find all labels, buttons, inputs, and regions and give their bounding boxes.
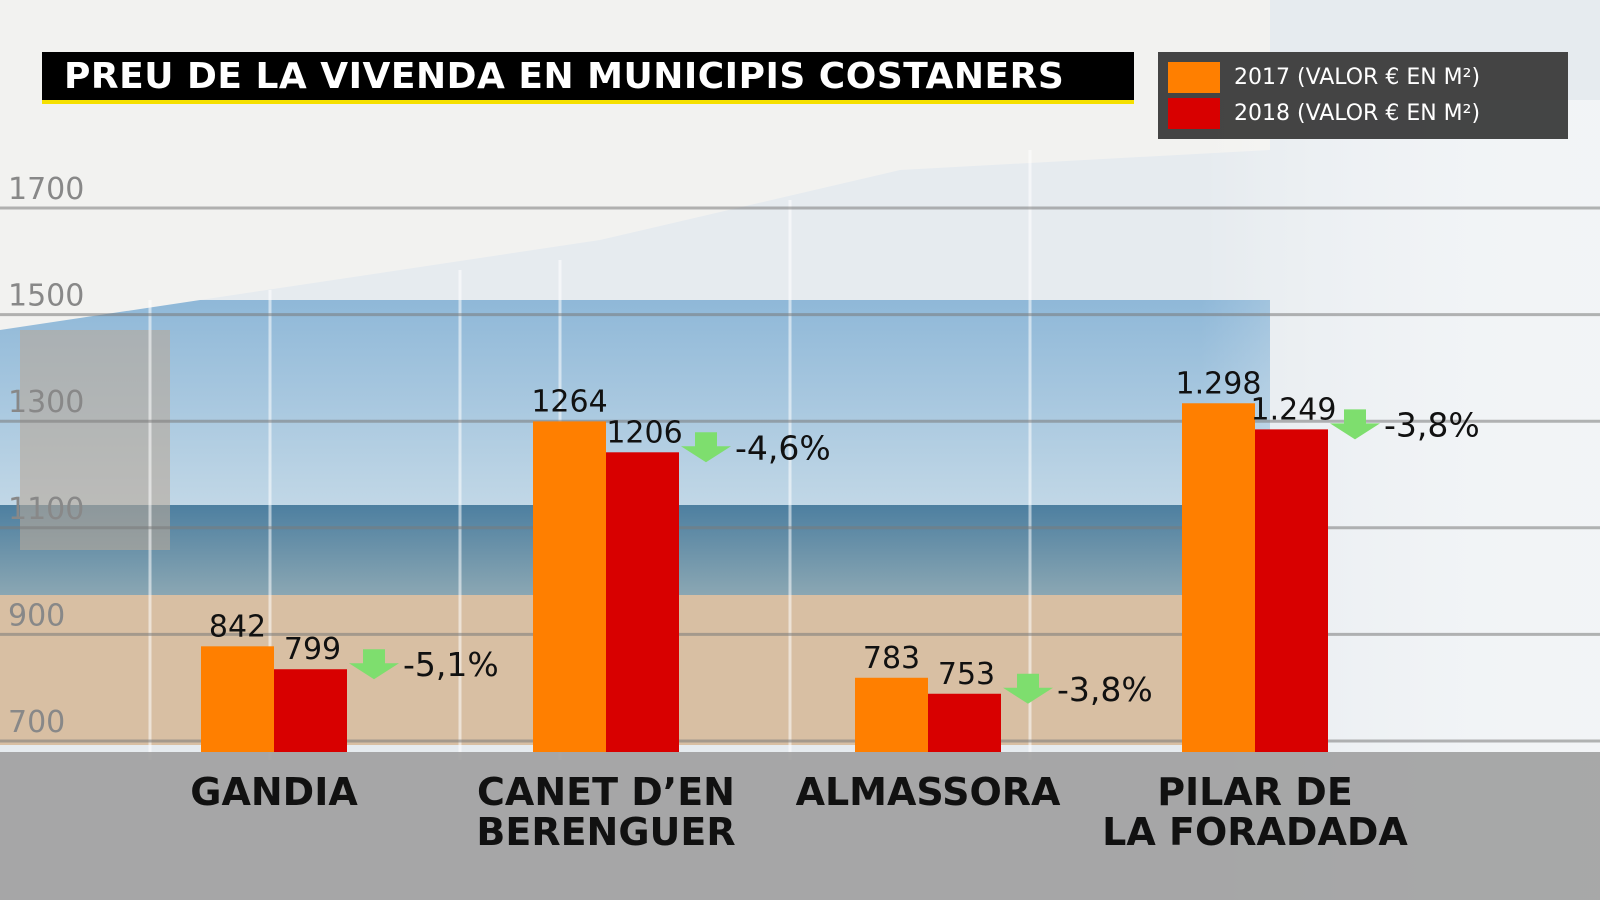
bar-cat4-s2 xyxy=(1255,429,1328,752)
bars xyxy=(201,403,1328,752)
y-tick-1300: 1300 xyxy=(8,385,84,420)
y-tick-1100: 1100 xyxy=(8,492,84,527)
y-axis-ticks: 700 900 1100 1300 1500 1700 xyxy=(8,172,84,740)
bar-cat3-s1 xyxy=(855,677,928,752)
down-arrow-icon xyxy=(1330,409,1380,440)
x-label-cat2-line2: BERENGUER xyxy=(476,810,735,854)
value-label-cat4-s1: 1.298 xyxy=(1176,366,1262,401)
change-label-cat2: -4,6% xyxy=(735,428,831,467)
bar-cat2-s2 xyxy=(606,452,679,752)
x-label-cat2-line1: CANET D’EN xyxy=(477,770,735,814)
change-indicators: -5,1% -4,6% -3,8% -3,8% xyxy=(349,405,1480,709)
legend-swatch-2018 xyxy=(1168,97,1220,129)
bar-cat1-s1 xyxy=(201,646,274,752)
legend-swatch-2017 xyxy=(1168,61,1220,93)
change-label-cat4: -3,8% xyxy=(1384,405,1480,444)
bar-cat2-s1 xyxy=(533,421,606,752)
chart-title: PREU DE LA VIVENDA EN MUNICIPIS COSTANER… xyxy=(64,55,1065,97)
x-label-cat4-line1: PILAR DE xyxy=(1157,770,1353,814)
change-label-cat1: -5,1% xyxy=(403,645,499,684)
legend-item-2017: 2017 (VALOR € EN M²) xyxy=(1168,59,1558,95)
legend: 2017 (VALOR € EN M²) 2018 (VALOR € EN M²… xyxy=(1158,52,1568,139)
value-label-cat2-s2: 1206 xyxy=(606,415,682,450)
x-label-cat3-line1: ALMASSORA xyxy=(796,770,1061,814)
legend-label-2018: 2018 (VALOR € EN M²) xyxy=(1234,100,1481,126)
down-arrow-icon xyxy=(1003,673,1053,704)
legend-label-2017: 2017 (VALOR € EN M²) xyxy=(1234,64,1481,90)
value-label-cat1-s1: 842 xyxy=(209,609,266,644)
value-label-cat4-s2: 1.249 xyxy=(1251,392,1337,427)
legend-item-2018: 2018 (VALOR € EN M²) xyxy=(1168,95,1558,131)
value-label-cat3-s2: 753 xyxy=(938,657,995,692)
y-tick-700: 700 xyxy=(8,705,65,740)
value-label-cat1-s2: 799 xyxy=(284,632,341,667)
y-tick-900: 900 xyxy=(8,598,65,633)
chart-title-box: PREU DE LA VIVENDA EN MUNICIPIS COSTANER… xyxy=(42,52,1134,104)
bar-cat1-s2 xyxy=(274,669,347,752)
x-label-cat1-line1: GANDIA xyxy=(190,770,358,814)
value-label-cat3-s1: 783 xyxy=(863,641,920,676)
down-arrow-icon xyxy=(349,649,399,680)
bar-cat3-s2 xyxy=(928,693,1001,752)
x-label-cat4-line2: LA FORADADA xyxy=(1102,810,1408,854)
y-tick-1500: 1500 xyxy=(8,279,84,314)
value-label-cat2-s1: 1264 xyxy=(531,384,607,419)
change-label-cat3: -3,8% xyxy=(1057,670,1153,709)
bar-cat4-s1 xyxy=(1182,403,1255,752)
y-tick-1700: 1700 xyxy=(8,172,84,207)
down-arrow-icon xyxy=(681,432,731,463)
